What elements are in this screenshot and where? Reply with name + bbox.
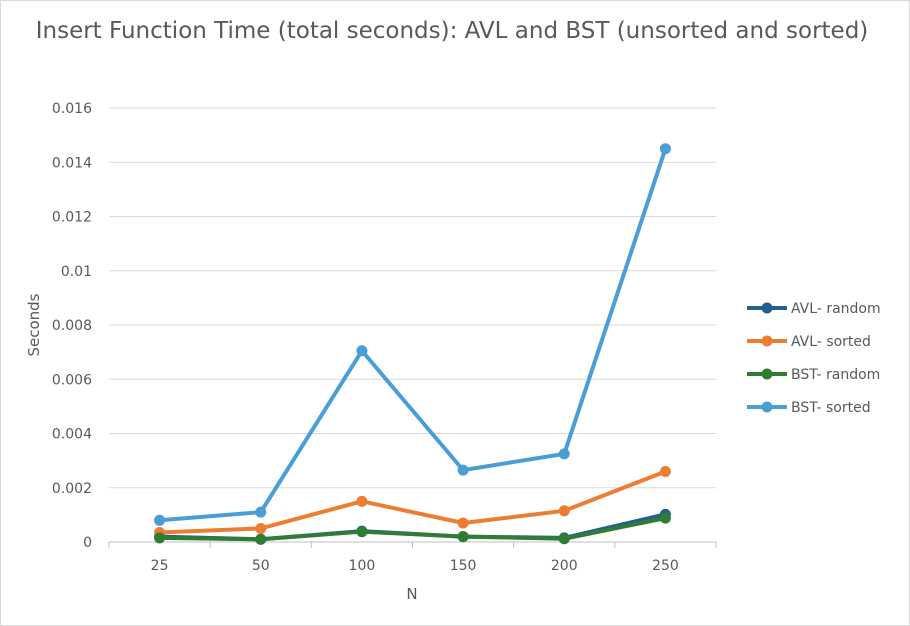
- y-tick-label: 0.004: [52, 427, 92, 443]
- data-point: [255, 522, 267, 534]
- x-tick-label: 50: [252, 558, 270, 574]
- y-axis-ticks: 0 0.002 0.004 0.006 0.008 0.01 0.012 0.014 0.016: [52, 101, 92, 551]
- legend-label: AVL- random: [791, 301, 881, 317]
- data-point: [154, 532, 166, 544]
- legend-swatch-marker: [761, 302, 773, 314]
- x-axis-title: N: [406, 585, 417, 603]
- series-lines: [154, 143, 671, 545]
- y-tick-label: 0.014: [52, 155, 92, 171]
- data-point: [659, 512, 671, 524]
- legend-label: BST- random: [791, 367, 880, 383]
- x-tick-label: 100: [349, 558, 376, 574]
- data-point: [356, 526, 368, 538]
- y-tick-label: 0.012: [52, 210, 92, 226]
- x-tick-label: 250: [652, 558, 679, 574]
- y-tick-label: 0.008: [52, 318, 92, 334]
- legend-swatch-marker: [761, 368, 773, 380]
- y-tick-label: 0: [83, 535, 92, 551]
- legend-label: AVL- sorted: [791, 334, 871, 350]
- x-tick-label: 25: [151, 558, 169, 574]
- y-tick-label: 0.016: [52, 101, 92, 117]
- data-point: [558, 533, 570, 545]
- data-point: [255, 533, 267, 545]
- gridlines: [109, 107, 716, 489]
- data-point: [457, 464, 469, 476]
- data-point: [154, 514, 166, 526]
- legend-swatch-marker: [761, 335, 773, 347]
- data-point: [558, 505, 570, 517]
- legend-label: BST- sorted: [791, 400, 871, 416]
- data-point: [659, 465, 671, 477]
- chart-title: Insert Function Time (total seconds): AV…: [35, 18, 869, 44]
- y-axis-title: Seconds: [25, 293, 43, 356]
- x-tick-label: 150: [450, 558, 477, 574]
- series-line: [157, 516, 668, 542]
- y-tick-label: 0.006: [52, 372, 92, 388]
- data-point: [356, 495, 368, 507]
- x-tick-label: 200: [551, 558, 578, 574]
- legend: AVL- random AVL- sorted BST- random BST- so…: [747, 301, 881, 416]
- data-point: [457, 531, 469, 543]
- data-point: [659, 143, 671, 155]
- data-point: [457, 517, 469, 529]
- data-point: [255, 506, 267, 518]
- series-line: [157, 146, 668, 523]
- legend-swatch-marker: [761, 401, 773, 413]
- data-point: [356, 345, 368, 357]
- data-point: [558, 448, 570, 460]
- y-tick-label: 0.01: [61, 264, 92, 280]
- series-line: [157, 469, 668, 535]
- x-axis-ticks: 25 50 100 150 200 250: [108, 542, 717, 574]
- y-tick-label: 0.002: [52, 481, 92, 497]
